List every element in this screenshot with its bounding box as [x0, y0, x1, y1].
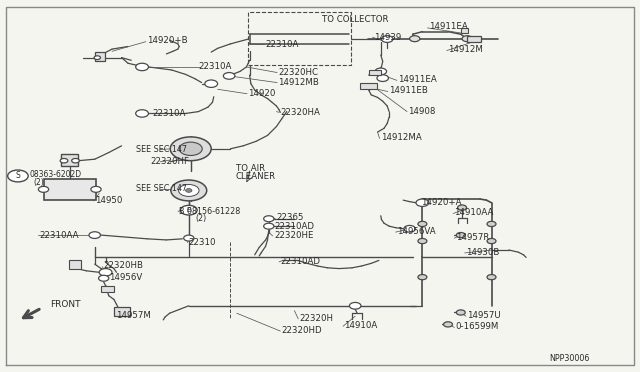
Circle shape	[8, 170, 28, 182]
Text: 22320HC: 22320HC	[278, 68, 319, 77]
Text: 14912MA: 14912MA	[381, 133, 422, 142]
Text: 14957R: 14957R	[456, 233, 489, 242]
Circle shape	[418, 238, 427, 244]
Text: 14930B: 14930B	[466, 248, 499, 257]
Text: 22310: 22310	[189, 238, 216, 247]
Bar	[95, 52, 105, 61]
Circle shape	[60, 158, 68, 163]
Bar	[467, 36, 481, 42]
Text: 22310AA: 22310AA	[40, 231, 79, 240]
Circle shape	[179, 185, 199, 196]
Text: TO AIR: TO AIR	[236, 164, 265, 173]
Circle shape	[487, 221, 496, 227]
Bar	[360, 83, 377, 89]
Text: 14956VA: 14956VA	[397, 227, 435, 236]
Text: 14911EB: 14911EB	[389, 86, 428, 95]
Text: 22320H: 22320H	[300, 314, 333, 323]
Text: 22310AD: 22310AD	[274, 222, 314, 231]
Text: 14908: 14908	[408, 107, 436, 116]
Circle shape	[456, 310, 465, 315]
Text: 14920: 14920	[248, 89, 276, 98]
Text: B 08156-61228: B 08156-61228	[179, 207, 241, 216]
Text: 22320HA: 22320HA	[280, 108, 320, 117]
Circle shape	[184, 235, 194, 241]
Circle shape	[375, 68, 387, 75]
Text: 22320HF: 22320HF	[150, 157, 189, 166]
Text: 22320HE: 22320HE	[274, 231, 314, 240]
Text: TO COLLECTOR: TO COLLECTOR	[322, 15, 388, 24]
Text: 22365: 22365	[276, 213, 304, 222]
Text: B: B	[186, 207, 191, 213]
Circle shape	[377, 75, 388, 81]
Text: NPP30006: NPP30006	[549, 355, 589, 363]
Circle shape	[349, 302, 361, 309]
Circle shape	[72, 158, 79, 163]
Text: 14957M: 14957M	[116, 311, 151, 320]
Circle shape	[458, 205, 467, 210]
Circle shape	[462, 36, 472, 42]
Circle shape	[89, 232, 100, 238]
Circle shape	[264, 216, 274, 222]
Bar	[44, 179, 96, 200]
Circle shape	[170, 137, 211, 161]
Bar	[69, 260, 81, 269]
Circle shape	[38, 186, 49, 192]
Circle shape	[456, 232, 465, 238]
Circle shape	[418, 221, 427, 227]
Text: 14920+A: 14920+A	[421, 198, 461, 207]
Text: 14950: 14950	[95, 196, 122, 205]
Bar	[61, 154, 78, 166]
Text: 14912M: 14912M	[448, 45, 483, 54]
Circle shape	[487, 275, 496, 280]
Text: 22310A: 22310A	[152, 109, 186, 118]
Text: 08363-6202D: 08363-6202D	[29, 170, 81, 179]
Text: CLEANER: CLEANER	[236, 172, 276, 181]
Text: FRONT: FRONT	[50, 300, 81, 309]
Text: 14911EA: 14911EA	[429, 22, 468, 31]
Bar	[369, 70, 381, 75]
Text: SEE SEC.147: SEE SEC.147	[136, 145, 187, 154]
Circle shape	[99, 275, 109, 281]
Text: S: S	[15, 171, 20, 180]
Circle shape	[404, 225, 415, 232]
Text: 14920+B: 14920+B	[147, 36, 188, 45]
Text: 22320HD: 22320HD	[282, 326, 322, 335]
Text: 14912MB: 14912MB	[278, 78, 319, 87]
Text: (2): (2)	[195, 214, 207, 223]
Circle shape	[179, 142, 202, 155]
Text: 14956V: 14956V	[109, 273, 142, 282]
Circle shape	[99, 269, 112, 276]
Circle shape	[180, 205, 197, 215]
Circle shape	[136, 63, 148, 71]
Circle shape	[264, 223, 274, 229]
Bar	[101, 286, 114, 292]
Circle shape	[171, 180, 207, 201]
Circle shape	[205, 80, 218, 87]
Circle shape	[444, 322, 452, 327]
Circle shape	[410, 36, 420, 42]
Text: 22310AD: 22310AD	[280, 257, 321, 266]
Text: 14957U: 14957U	[467, 311, 501, 320]
Bar	[114, 307, 130, 316]
Text: 14910AA: 14910AA	[454, 208, 494, 217]
Circle shape	[223, 73, 235, 79]
Text: 14939: 14939	[374, 33, 401, 42]
Circle shape	[186, 189, 192, 192]
Text: 0-16599M: 0-16599M	[456, 322, 499, 331]
Circle shape	[381, 36, 393, 42]
Circle shape	[487, 238, 496, 244]
Bar	[461, 28, 468, 33]
Text: 14910A: 14910A	[344, 321, 378, 330]
Text: 22310A: 22310A	[198, 62, 232, 71]
Text: SEE SEC.147: SEE SEC.147	[136, 185, 187, 193]
Text: 14911EA: 14911EA	[398, 75, 437, 84]
Text: (2): (2)	[33, 178, 44, 187]
Text: 22310A: 22310A	[266, 40, 299, 49]
Circle shape	[91, 186, 101, 192]
Text: 22320HB: 22320HB	[104, 262, 144, 270]
Circle shape	[416, 199, 429, 206]
Circle shape	[94, 56, 100, 60]
Circle shape	[418, 275, 427, 280]
Circle shape	[136, 110, 148, 117]
